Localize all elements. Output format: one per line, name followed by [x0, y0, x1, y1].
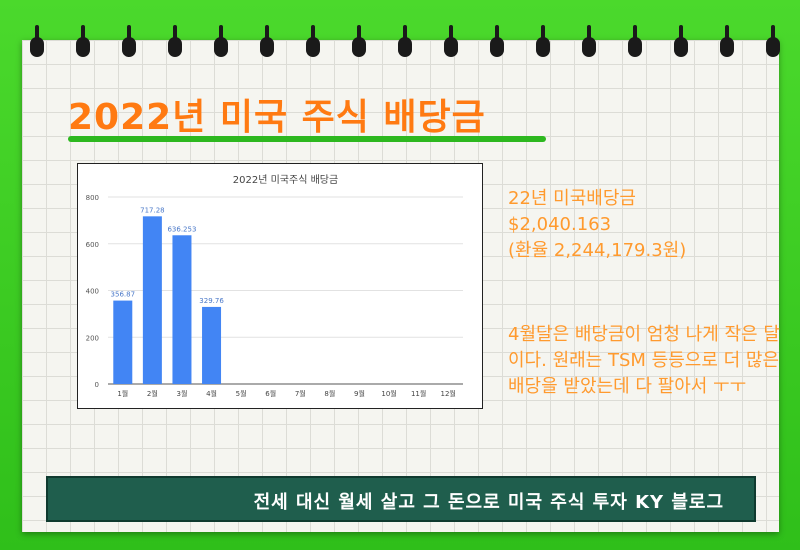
bar: [202, 306, 222, 384]
summary-heading: 22년 미국배당금: [508, 188, 636, 209]
ring-stem: [633, 25, 637, 43]
x-tick-label: 11월: [411, 389, 426, 398]
y-tick-label: 800: [86, 194, 99, 202]
binder-ring: [628, 25, 642, 57]
binder-ring: [674, 25, 688, 57]
binder-ring: [352, 25, 366, 57]
ring-hole: [720, 37, 734, 57]
ring-hole: [122, 37, 136, 57]
data-label: 717.28: [140, 206, 165, 214]
binder-ring: [260, 25, 274, 57]
x-tick-label: 4월: [206, 389, 217, 398]
binder-ring: [168, 25, 182, 57]
binder-ring: [582, 25, 596, 57]
bar: [142, 216, 162, 384]
title-underline: [68, 136, 546, 142]
x-tick-label: 6월: [265, 389, 276, 398]
bar-chart: 2022년 미국주식 배당금 0 200 400 600 800 356.87 1월 717.2…: [86, 174, 463, 398]
binder-ring: [444, 25, 458, 57]
y-tick-label: 600: [86, 241, 99, 249]
ring-stem: [127, 25, 131, 43]
y-tick-label: 400: [86, 288, 99, 296]
ring-stem: [679, 25, 683, 43]
y-tick-label: 200: [86, 334, 99, 342]
x-tick-label: 7월: [295, 389, 306, 398]
ring-hole: [582, 37, 596, 57]
ring-hole: [306, 37, 320, 57]
x-tick-label: 12월: [441, 389, 456, 398]
ring-stem: [173, 25, 177, 43]
ring-stem: [357, 25, 361, 43]
binder-ring: [536, 25, 550, 57]
ring-hole: [444, 37, 458, 57]
binder-ring: [306, 25, 320, 57]
ring-stem: [35, 25, 39, 43]
ring-stem: [541, 25, 545, 43]
ring-hole: [76, 37, 90, 57]
binder-ring: [76, 25, 90, 57]
ring-hole: [214, 37, 228, 57]
bar: [172, 235, 192, 384]
ring-stem: [311, 25, 315, 43]
ring-hole: [490, 37, 504, 57]
chart-title: 2022년 미국주식 배당금: [233, 174, 338, 186]
ring-stem: [403, 25, 407, 43]
ring-stem: [265, 25, 269, 43]
binder-ring: [122, 25, 136, 57]
note-text: 4월달은 배당금이 엄청 나게 작은 달이다. 원래는 TSM 등등으로 더 많…: [508, 324, 780, 397]
ring-stem: [449, 25, 453, 43]
ring-hole: [352, 37, 366, 57]
x-tick-label: 3월: [177, 389, 188, 398]
binder-ring: [766, 25, 780, 57]
binder-ring: [720, 25, 734, 57]
ring-hole: [260, 37, 274, 57]
binder-rings: [30, 25, 780, 70]
binder-ring: [490, 25, 504, 57]
summary-exchange: (환율 2,244,179.3원): [508, 240, 687, 261]
ring-stem: [219, 25, 223, 43]
ring-hole: [30, 37, 44, 57]
x-tick-label: 9월: [354, 389, 365, 398]
x-tick-label: 5월: [236, 389, 247, 398]
ring-hole: [398, 37, 412, 57]
ring-stem: [587, 25, 591, 43]
data-label: 329.76: [199, 297, 224, 305]
summary-amount: $2,040.163: [508, 214, 612, 235]
ring-stem: [81, 25, 85, 43]
ring-hole: [766, 37, 780, 57]
bar: [113, 300, 133, 384]
binder-ring: [398, 25, 412, 57]
binder-ring: [214, 25, 228, 57]
binder-ring: [30, 25, 44, 57]
chart-panel: 2022년 미국주식 배당금 0 200 400 600 800 356.87 1월 717.2…: [77, 163, 483, 409]
ring-hole: [674, 37, 688, 57]
data-label: 356.87: [111, 291, 135, 299]
summary-block: 22년 미국배당금 $2,040.163 (환율 2,244,179.3원): [508, 186, 686, 264]
x-tick-label: 2월: [147, 389, 158, 398]
data-label: 636.253: [167, 225, 196, 233]
ring-hole: [168, 37, 182, 57]
ring-hole: [628, 37, 642, 57]
ring-stem: [725, 25, 729, 43]
ring-stem: [771, 25, 775, 43]
ring-stem: [495, 25, 499, 43]
x-tick-label: 8월: [324, 389, 335, 398]
x-tick-label: 1월: [117, 389, 128, 398]
y-tick-label: 0: [95, 381, 99, 389]
footer-banner: 전세 대신 월세 살고 그 돈으로 미국 주식 투자 KY 블로그: [46, 476, 756, 522]
page-title: 2022년 미국 주식 배당금: [68, 97, 486, 138]
ring-hole: [536, 37, 550, 57]
x-tick-label: 10월: [381, 389, 396, 398]
footer-text: 전세 대신 월세 살고 그 돈으로 미국 주식 투자 KY 블로그: [253, 492, 724, 513]
